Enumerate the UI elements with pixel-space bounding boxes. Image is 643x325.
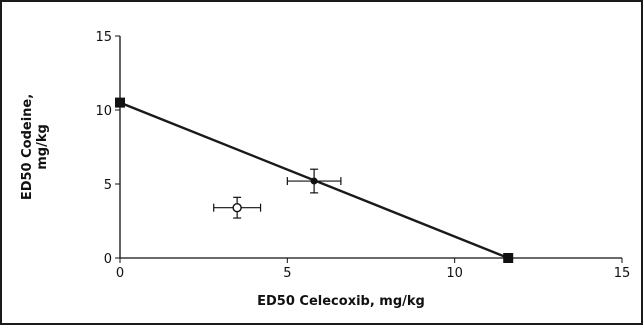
y-tick-label: 5 <box>104 178 112 193</box>
y-axis-title-line-1: ED50 Codeine, <box>20 94 35 200</box>
x-tick-label: 15 <box>614 266 631 281</box>
data-point-open-circle <box>232 202 242 213</box>
data-point-square <box>115 97 125 108</box>
x-axis-title: ED50 Celecoxib, mg/kg <box>257 294 425 309</box>
y-tick-label: 0 <box>104 252 112 267</box>
y-tick-label: 10 <box>95 104 112 119</box>
points-layer <box>115 97 514 263</box>
y-axis-title: ED50 Codeine, mg/kg <box>20 94 50 200</box>
x-tick-label: 0 <box>116 266 124 281</box>
data-point-square <box>503 253 514 263</box>
y-axis-title-line-2: mg/kg <box>35 124 50 170</box>
x-tick-label: 5 <box>283 266 291 281</box>
data-point-filled-circle <box>310 177 318 185</box>
ticks: 0 5 10 15 0 5 10 15 <box>95 30 630 281</box>
y-tick-label: 15 <box>95 30 112 45</box>
axes <box>119 36 622 259</box>
x-tick-label: 10 <box>446 266 463 281</box>
